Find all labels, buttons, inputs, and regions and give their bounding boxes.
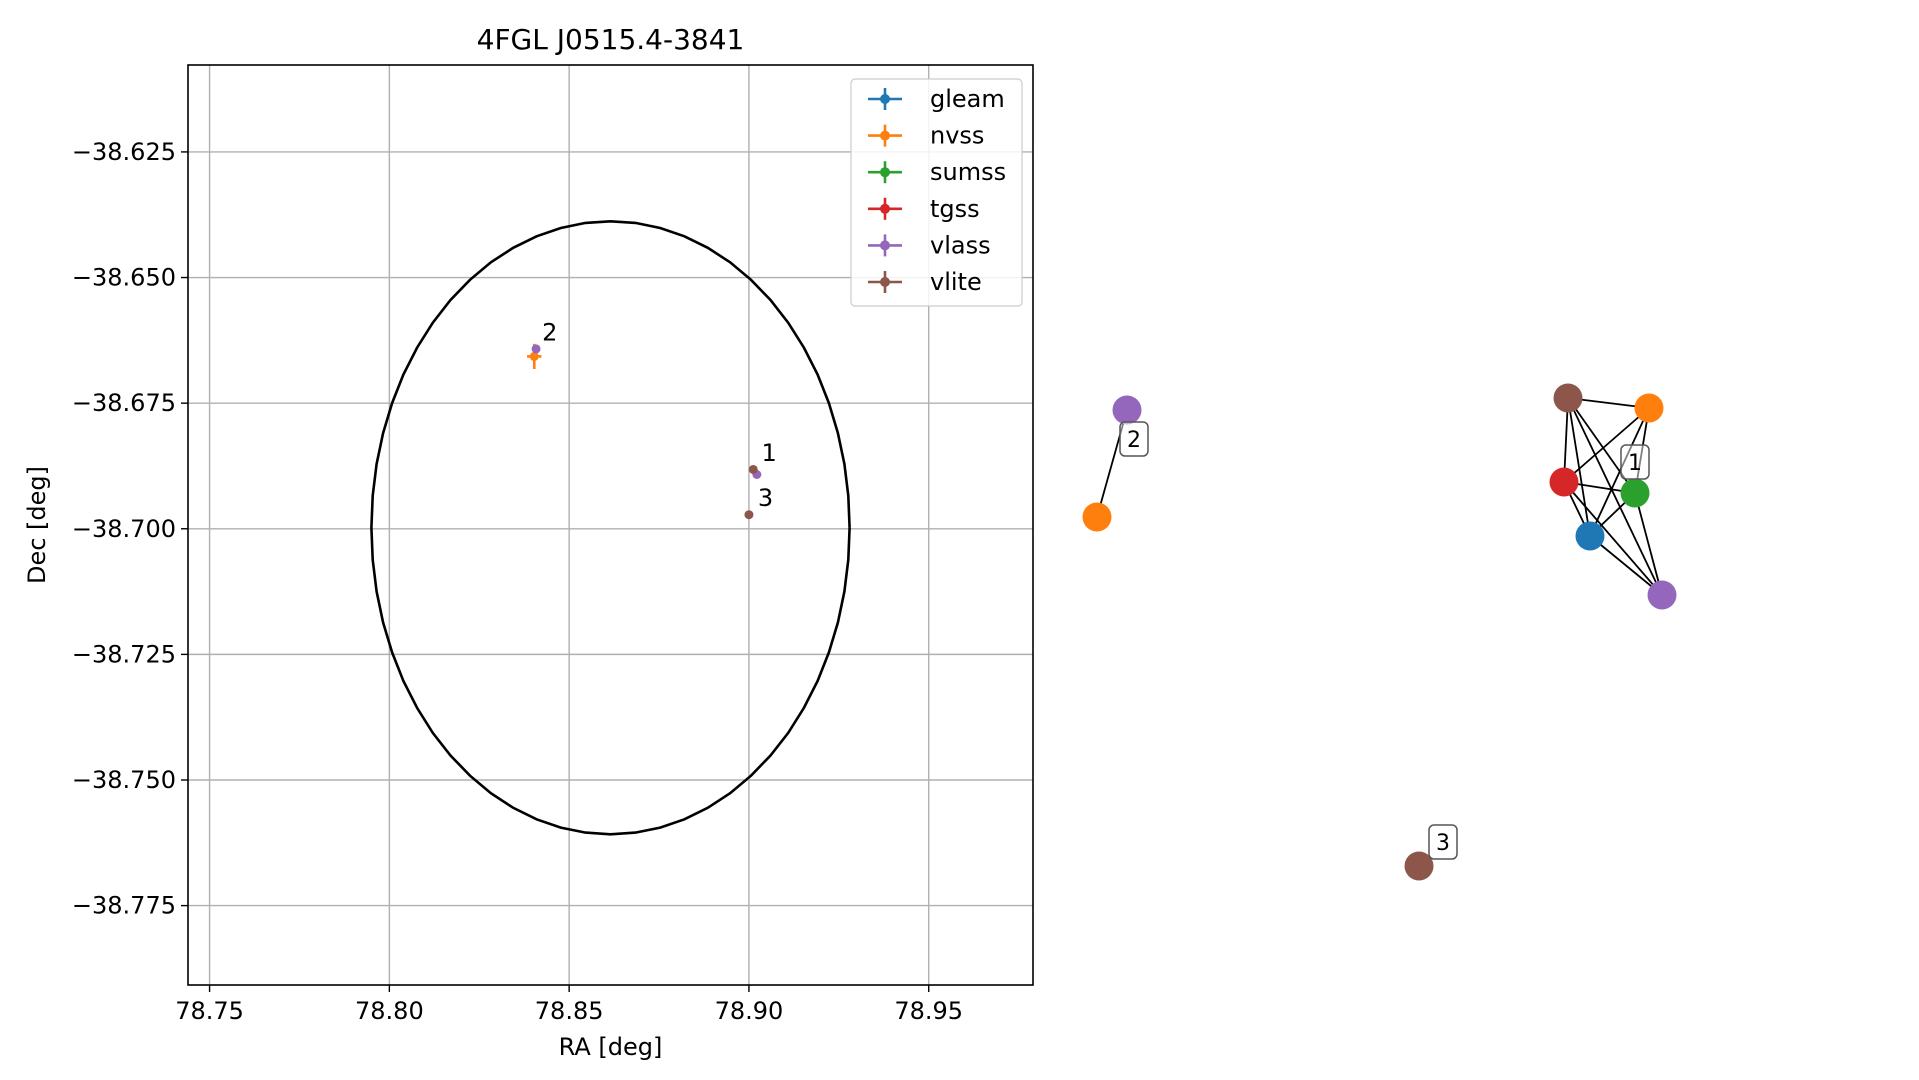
group-label: 3 <box>1428 824 1458 860</box>
x-axis-label: RA [deg] <box>559 1033 663 1061</box>
legend-entry: tgss <box>868 195 980 223</box>
legend-entry: vlite <box>868 268 982 296</box>
legend-marker-dot <box>880 277 890 287</box>
network-node <box>1112 395 1142 425</box>
legend-entry: nvss <box>868 122 984 150</box>
group-label-text: 1 <box>1628 451 1642 476</box>
point-annotation: 3 <box>758 484 773 512</box>
x-tick-label: 78.75 <box>175 997 244 1025</box>
y-tick-label: −38.725 <box>72 640 176 668</box>
legend-marker-dot <box>880 240 890 251</box>
legend-label: gleam <box>930 85 1005 113</box>
y-tick-label: −38.775 <box>72 892 176 920</box>
network-edge <box>1567 397 1663 596</box>
y-axis-label: Dec [deg] <box>23 466 51 584</box>
x-tick-label: 78.85 <box>535 997 604 1025</box>
network-node <box>1647 580 1677 610</box>
network-edge <box>1563 407 1650 483</box>
y-axis-ticks: −38.625 −38.650 −38.675 −38.700 −38.725 −38.7… <box>72 138 188 920</box>
legend-label: vlite <box>930 268 982 296</box>
legend-entry: vlass <box>868 231 991 259</box>
legend: gleam nvss sumss tgss vlass vlite <box>850 78 1023 307</box>
legend-marker-dot <box>880 94 890 104</box>
network-panel: 1 2 3 <box>1082 383 1677 881</box>
nvss-point <box>529 351 539 361</box>
legend-label: nvss <box>930 122 984 150</box>
chart-title: 4FGL J0515.4-3841 <box>477 23 745 56</box>
point-annotation: 1 <box>762 439 777 467</box>
group-label-box <box>1119 421 1149 457</box>
legend-entry: gleam <box>868 85 1005 113</box>
legend-marker-dot <box>880 203 890 214</box>
group-label: 2 <box>1119 421 1149 457</box>
plot-frame <box>187 64 1034 986</box>
legend-label: vlass <box>930 231 991 259</box>
network-node <box>1575 521 1605 551</box>
legend-marker-dot <box>880 130 890 141</box>
vlass-point <box>531 344 541 354</box>
legend-items: gleam nvss sumss tgss vlass vlite <box>868 85 1006 296</box>
legend-marker-dot <box>880 167 890 178</box>
network-edge <box>1563 481 1663 596</box>
network-node <box>1634 393 1664 423</box>
y-tick-label: −38.675 <box>72 389 176 417</box>
legend-label: sumss <box>930 158 1006 186</box>
error-ellipse <box>370 219 851 836</box>
network-edges <box>1096 397 1663 596</box>
group-label-text: 2 <box>1127 428 1141 453</box>
legend-entry: sumss <box>868 158 1006 186</box>
network-group-labels: 1 2 3 <box>1119 421 1650 860</box>
network-edge <box>1567 397 1591 537</box>
group-label-box <box>1620 444 1650 480</box>
network-node <box>1553 383 1583 413</box>
group-label-text: 3 <box>1436 831 1450 856</box>
point-annotation: 2 <box>542 318 557 346</box>
network-node <box>1620 478 1650 508</box>
grid-lines <box>188 65 1033 985</box>
x-axis-ticks: 78.75 78.80 78.85 78.90 78.95 <box>175 985 963 1025</box>
x-tick-label: 78.90 <box>715 997 784 1025</box>
legend-label: tgss <box>930 195 980 223</box>
network-node <box>1549 467 1579 497</box>
y-tick-label: −38.625 <box>72 138 176 166</box>
network-node <box>1082 502 1112 532</box>
network-edge <box>1589 407 1650 537</box>
network-edge <box>1634 492 1663 596</box>
y-tick-label: −38.750 <box>72 766 176 794</box>
error-ellipse-layer <box>370 219 851 836</box>
network-node <box>1404 851 1434 881</box>
data-points-layer <box>527 343 762 520</box>
group-label: 1 <box>1620 444 1650 480</box>
scatter-panel: 213 78.75 78.80 78.85 78.90 78.95 −38.625−38… <box>23 23 1034 1061</box>
x-tick-label: 78.95 <box>894 997 963 1025</box>
network-nodes <box>1082 383 1677 881</box>
y-tick-label: −38.650 <box>72 264 176 292</box>
annotations-layer: 2 1 3 <box>542 318 777 512</box>
y-tick-label: −38.700 <box>72 515 176 543</box>
vlite-point <box>744 510 754 520</box>
group-label-box <box>1428 824 1458 860</box>
vlite-point <box>748 464 758 474</box>
x-tick-label: 78.80 <box>355 997 424 1025</box>
network-edge <box>1589 535 1663 596</box>
